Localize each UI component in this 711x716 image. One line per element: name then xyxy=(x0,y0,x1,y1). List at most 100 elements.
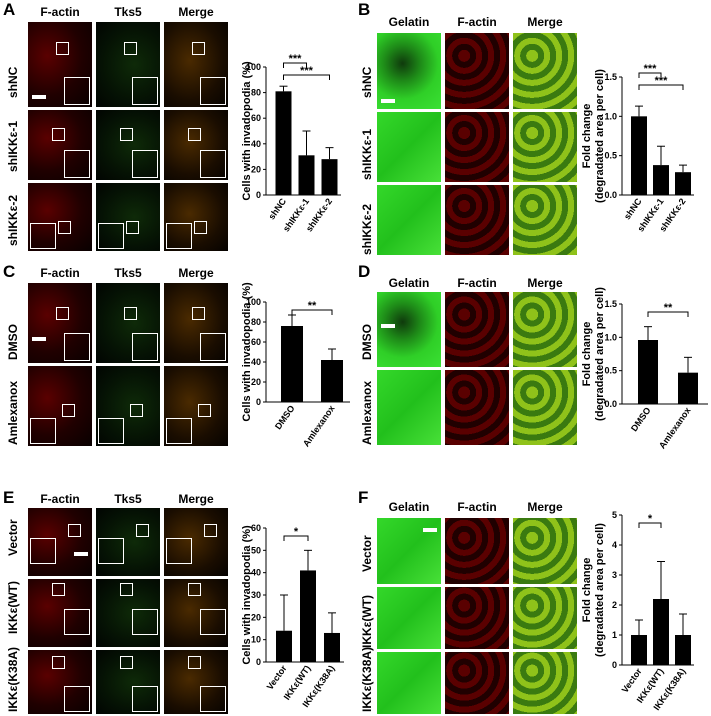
y-tick-label: 1.5 xyxy=(604,72,617,82)
micrograph xyxy=(445,518,509,584)
col-title: Tks5 xyxy=(114,266,142,280)
panel-label-a: A xyxy=(3,0,16,19)
row-label: shIKKε-1 xyxy=(6,120,20,172)
y-tick-label: 80 xyxy=(251,88,261,98)
micrograph xyxy=(164,183,228,251)
micrograph xyxy=(164,283,228,363)
micrograph xyxy=(513,292,577,367)
y-tick-label: 50 xyxy=(251,545,261,555)
micrograph xyxy=(445,652,509,714)
bar xyxy=(675,172,691,195)
row-label: shNC xyxy=(6,66,20,98)
col-title: F-actin xyxy=(40,492,80,506)
micrograph xyxy=(377,652,441,714)
col-title: Merge xyxy=(178,492,214,506)
bar-chart-b: 0.0 0.5 1.0 1.5 Fold change (degradated area … xyxy=(581,63,694,234)
y-tick-label: 0 xyxy=(256,190,261,200)
micrograph xyxy=(96,579,160,647)
micrograph xyxy=(513,652,577,714)
col-title: Merge xyxy=(527,276,563,290)
y-axis-label: Cells with invadopodia (%) xyxy=(241,282,253,422)
y-tick-label: 10 xyxy=(251,635,261,645)
y-tick-label: 0 xyxy=(256,657,261,667)
significance-label: *** xyxy=(644,63,658,75)
micrograph xyxy=(513,112,577,182)
micrograph xyxy=(28,283,92,363)
micrograph xyxy=(445,112,509,182)
y-tick-label: 2 xyxy=(612,600,617,610)
y-axis-label: Cells with invadopodia (%) xyxy=(241,525,253,665)
y-tick-label: 0.5 xyxy=(604,151,617,161)
micrograph xyxy=(28,508,92,576)
y-tick-label: 1.5 xyxy=(604,299,617,309)
micrograph xyxy=(513,518,577,584)
micrograph xyxy=(164,22,228,107)
micrograph xyxy=(445,370,509,445)
y-tick-label: 1.0 xyxy=(604,332,617,342)
micrograph xyxy=(164,366,228,446)
panel-label-f: F xyxy=(358,488,369,507)
col-title: F-actin xyxy=(457,15,497,29)
y-axis-label: Fold change xyxy=(581,322,593,387)
y-tick-label: 100 xyxy=(246,297,261,307)
micrograph xyxy=(445,185,509,255)
x-tick-label: shNC xyxy=(266,196,288,221)
micrograph xyxy=(96,183,160,251)
significance-label: *** xyxy=(655,75,669,87)
bar xyxy=(631,116,647,195)
micrograph xyxy=(28,110,92,180)
y-tick-label: 40 xyxy=(251,568,261,578)
significance-bracket xyxy=(638,84,684,90)
y-tick-label: 30 xyxy=(251,590,261,600)
micrograph xyxy=(513,33,577,109)
micrograph xyxy=(28,22,92,107)
micrograph xyxy=(96,508,160,576)
bar xyxy=(300,570,316,662)
micrograph xyxy=(96,650,160,714)
y-tick-label: 40 xyxy=(251,139,261,149)
micrograph xyxy=(377,518,441,584)
micrograph xyxy=(377,587,441,649)
significance-label: * xyxy=(294,526,299,538)
row-label: DMSO xyxy=(6,324,20,360)
significance-bracket xyxy=(638,522,662,528)
row-label: Vector xyxy=(6,519,20,556)
row-label: Vector xyxy=(360,535,374,572)
y-axis-label: Cells with invadopodia (%) xyxy=(241,61,253,201)
bar xyxy=(275,91,292,195)
bar-chart-d: 0.0 0.5 1.0 1.5 Fold change (degradated area … xyxy=(581,287,708,450)
bar xyxy=(324,632,340,662)
micrograph xyxy=(96,366,160,446)
row-label: shIKKε-2 xyxy=(360,203,374,255)
x-tick-label: Amlexanox xyxy=(301,403,337,448)
bar xyxy=(653,165,669,195)
row-label: IKKε(K38A) xyxy=(360,646,374,712)
y-axis-label: (degradated area per cell) xyxy=(594,69,606,203)
col-title: Gelatin xyxy=(388,500,430,514)
bar xyxy=(678,372,698,404)
y-tick-label: 100 xyxy=(246,62,261,72)
micrograph xyxy=(164,579,228,647)
x-tick-label: Amlexanox xyxy=(657,405,693,450)
significance-label: ** xyxy=(664,302,673,314)
bar xyxy=(298,155,315,195)
col-title: F-actin xyxy=(457,500,497,514)
col-title: Merge xyxy=(178,5,214,19)
micrograph xyxy=(377,33,441,109)
bar xyxy=(675,635,691,665)
significance-bracket xyxy=(283,535,309,541)
micrograph xyxy=(164,650,228,714)
x-tick-label: DMSO xyxy=(629,405,653,433)
col-title: F-actin xyxy=(457,276,497,290)
bar xyxy=(276,630,292,662)
y-tick-label: 60 xyxy=(251,523,261,533)
y-tick-label: 1 xyxy=(612,630,617,640)
row-label: Amlexanox xyxy=(360,380,374,445)
panel-label-c: C xyxy=(3,262,16,281)
micrograph xyxy=(445,292,509,367)
micrograph xyxy=(28,650,92,714)
micrograph xyxy=(445,33,509,109)
